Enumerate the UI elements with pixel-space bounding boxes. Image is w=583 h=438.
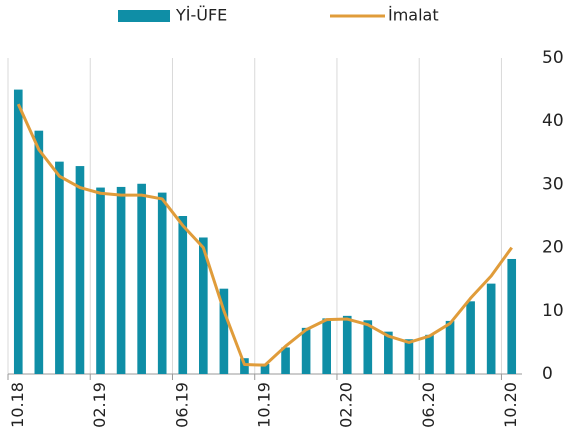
x-tick-label: 10.18	[8, 382, 27, 428]
bar	[157, 192, 167, 374]
y-tick-label: 0	[542, 364, 553, 384]
bar	[322, 318, 331, 374]
bar	[178, 216, 188, 374]
x-tick-label: 06.19	[172, 382, 191, 428]
bar	[116, 186, 126, 374]
bar	[281, 347, 290, 374]
bar	[404, 339, 414, 374]
bar	[219, 288, 229, 374]
bar	[260, 363, 270, 374]
x-tick-label: 06.20	[419, 382, 438, 428]
y-tick-label: 20	[542, 238, 564, 258]
x-tick-label: 02.19	[90, 382, 109, 428]
bar	[425, 334, 434, 374]
bar	[34, 130, 44, 374]
y-tick-label: 40	[542, 111, 564, 131]
bar	[466, 301, 475, 374]
legend-label: İmalat	[388, 6, 439, 25]
bar	[240, 358, 249, 374]
bar	[199, 237, 208, 374]
x-tick-label: 02.20	[337, 382, 356, 428]
y-tick-label: 30	[542, 174, 564, 194]
line	[16, 103, 513, 367]
bar	[137, 183, 146, 374]
y-tick-label: 10	[542, 301, 564, 321]
y-tick-label: 50	[542, 48, 564, 68]
legend-label: Yİ-ÜFE	[175, 6, 227, 25]
bar	[507, 258, 517, 374]
bar	[55, 161, 64, 374]
bar	[445, 320, 455, 374]
bar	[13, 89, 23, 374]
bar	[486, 283, 496, 374]
bar	[75, 166, 85, 374]
x-tick-label: 10.19	[255, 382, 274, 428]
bar	[301, 327, 311, 374]
bar	[384, 331, 393, 374]
legend-swatch	[118, 10, 170, 22]
bar	[363, 320, 373, 374]
bar	[96, 187, 105, 374]
x-tick-label: 10.20	[501, 382, 520, 428]
bar	[342, 315, 352, 374]
